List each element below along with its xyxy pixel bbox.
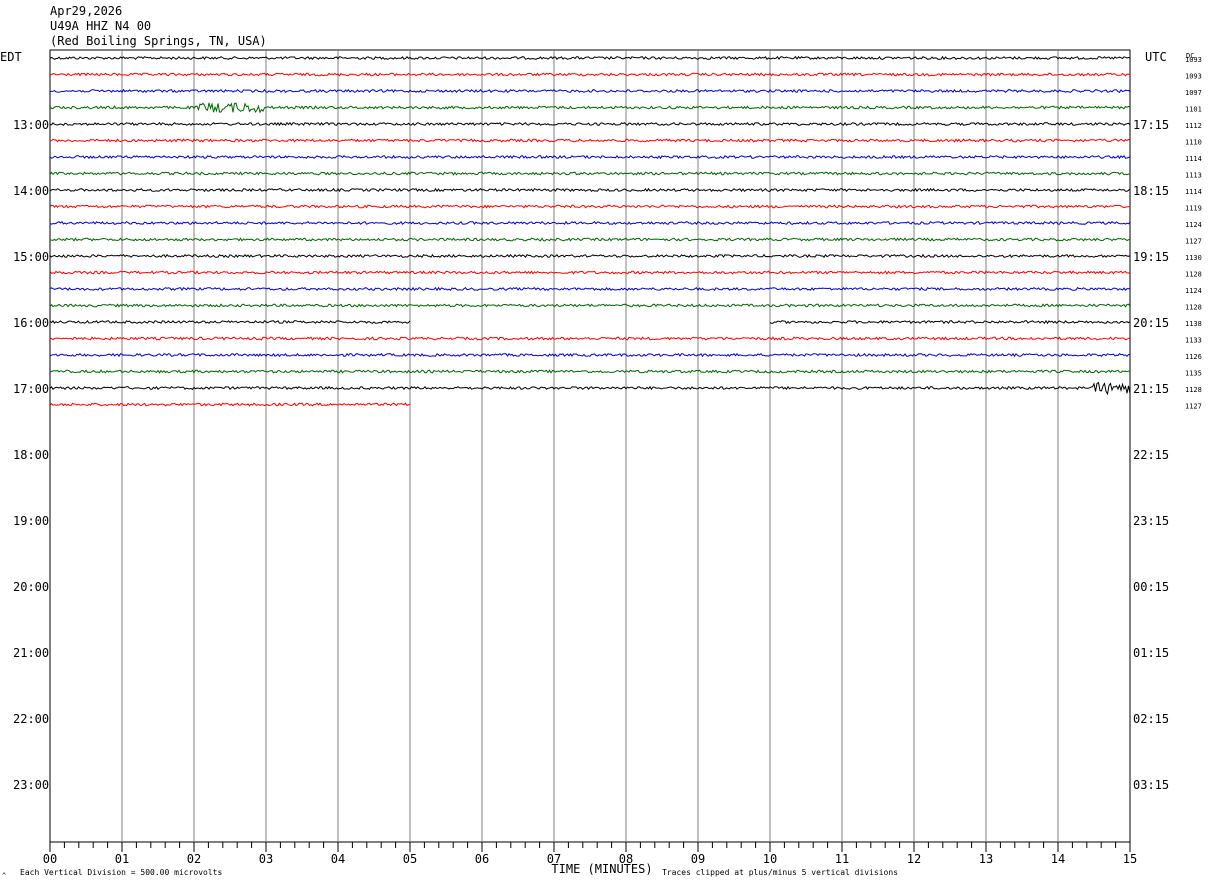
- seismic-trace: [49, 402, 411, 407]
- dc-offset-label: 1124: [1185, 221, 1202, 229]
- dc-offset-label: 1128: [1185, 271, 1202, 279]
- right-hour-label: 22:15: [1133, 448, 1169, 462]
- seismic-trace: [49, 369, 1130, 374]
- seismic-trace: [49, 102, 1131, 114]
- x-tick-label: 03: [259, 852, 273, 866]
- x-tick-label: 08: [619, 852, 633, 866]
- right-hour-label: 20:15: [1133, 316, 1169, 330]
- dc-offset-label: 1114: [1185, 155, 1202, 163]
- seismic-trace: [49, 138, 1131, 143]
- x-tick-label: 15: [1123, 852, 1137, 866]
- left-hour-label: 13:00: [13, 118, 49, 132]
- seismic-trace: [49, 253, 1131, 259]
- left-hour-label: 16:00: [13, 316, 49, 330]
- x-tick-label: 01: [115, 852, 129, 866]
- seismic-trace: [49, 187, 1131, 193]
- x-tick-label: 05: [403, 852, 417, 866]
- dc-offset-label: 1119: [1185, 205, 1202, 213]
- left-hour-label: 19:00: [13, 514, 49, 528]
- dc-offset-label: 1127: [1185, 238, 1202, 246]
- x-tick-label: 11: [835, 852, 849, 866]
- right-hour-label: 17:15: [1133, 118, 1169, 132]
- dc-offset-label: 1124: [1185, 287, 1202, 295]
- station-location: (Red Boiling Springs, TN, USA): [50, 34, 267, 48]
- left-hour-label: 21:00: [13, 646, 49, 660]
- vertical-division-note: Each Vertical Division = 500.00 microvol…: [20, 868, 222, 877]
- right-hour-label: 00:15: [1133, 580, 1169, 594]
- x-tick-label: 07: [547, 852, 561, 866]
- x-tick-label: 06: [475, 852, 489, 866]
- seismic-trace: [49, 154, 1131, 160]
- seismic-trace: [49, 55, 1131, 61]
- seismic-trace: [49, 171, 1131, 176]
- dc-offset-label: 1138: [1185, 320, 1202, 328]
- right-hour-label: 03:15: [1133, 778, 1169, 792]
- left-hour-label: 18:00: [13, 448, 49, 462]
- x-tick-label: 02: [187, 852, 201, 866]
- right-timezone-label: UTC: [1145, 50, 1167, 64]
- dc-offset-label: 1093: [1185, 56, 1202, 64]
- dc-offset-label: 1093: [1185, 73, 1202, 81]
- left-hour-label: 20:00: [13, 580, 49, 594]
- dc-offset-label: 1127: [1185, 403, 1202, 411]
- left-hour-label: 22:00: [13, 712, 49, 726]
- seismic-trace: [49, 72, 1131, 77]
- seismic-trace: [49, 381, 1131, 396]
- seismic-trace: [49, 204, 1131, 209]
- x-tick-label: 04: [331, 852, 345, 866]
- dc-offset-label: 1130: [1185, 254, 1202, 262]
- left-hour-label: 23:00: [13, 778, 49, 792]
- dc-offset-label: 1114: [1185, 188, 1202, 196]
- seismic-trace: [49, 336, 1131, 341]
- seismic-trace: [49, 303, 1131, 308]
- seismic-trace: [49, 220, 1131, 226]
- left-timezone-label: EDT: [0, 50, 22, 64]
- right-hour-label: 23:15: [1133, 514, 1169, 528]
- dc-offset-label: 1126: [1185, 353, 1202, 361]
- station-code: U49A HHZ N4 00: [50, 19, 152, 33]
- seismic-trace: [49, 237, 1131, 242]
- seismic-trace: [49, 352, 1131, 358]
- seismic-trace: [49, 270, 1131, 275]
- left-hour-label: 15:00: [13, 250, 49, 264]
- dc-offset-label: 1097: [1185, 89, 1202, 97]
- dc-offset-label: 1133: [1185, 337, 1202, 345]
- seismic-trace: [49, 121, 1131, 127]
- dc-column-label: DC: [1186, 52, 1194, 60]
- x-tick-label: 14: [1051, 852, 1065, 866]
- x-tick-label: 12: [907, 852, 921, 866]
- x-tick-label: 00: [43, 852, 57, 866]
- x-axis-title: TIME (MINUTES): [551, 862, 652, 876]
- left-hour-label: 17:00: [13, 382, 49, 396]
- seismic-trace: [49, 88, 1131, 94]
- dc-offset-label: 1110: [1185, 139, 1202, 147]
- plot-date: Apr29,2026: [50, 4, 123, 18]
- dc-offset-label: 1112: [1185, 122, 1202, 130]
- right-hour-label: 19:15: [1133, 250, 1169, 264]
- right-hour-label: 01:15: [1133, 646, 1169, 660]
- plot-frame: [49, 49, 1131, 843]
- dc-offset-label: 1128: [1185, 304, 1202, 312]
- right-hour-label: 18:15: [1133, 184, 1169, 198]
- corner-mark: ^: [2, 872, 6, 880]
- dc-offset-label: 1101: [1185, 106, 1202, 114]
- clip-note: Traces clipped at plus/minus 5 vertical …: [662, 868, 898, 877]
- seismic-trace: [49, 286, 1131, 292]
- dc-offset-label: 1135: [1185, 370, 1202, 378]
- x-tick-label: 09: [691, 852, 705, 866]
- seismic-trace: [49, 319, 411, 324]
- dc-offset-label: 1128: [1185, 386, 1202, 394]
- left-hour-label: 14:00: [13, 184, 49, 198]
- dc-offset-label: 1113: [1185, 172, 1202, 180]
- right-hour-label: 21:15: [1133, 382, 1169, 396]
- x-tick-label: 10: [763, 852, 777, 866]
- x-tick-label: 13: [979, 852, 993, 866]
- seismic-trace: [769, 319, 1131, 325]
- right-hour-label: 02:15: [1133, 712, 1169, 726]
